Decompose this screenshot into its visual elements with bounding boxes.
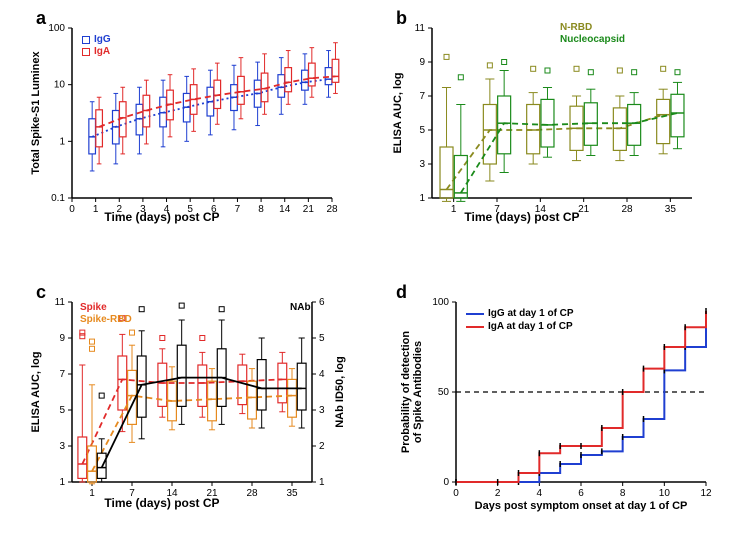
svg-text:7: 7 bbox=[59, 369, 65, 380]
svg-text:6: 6 bbox=[319, 297, 325, 308]
svg-text:1: 1 bbox=[59, 477, 65, 488]
panel-b-label: b bbox=[396, 8, 407, 29]
svg-text:2: 2 bbox=[319, 441, 325, 452]
panel-d-ylabel: Probability of detection of Spike Antibo… bbox=[400, 297, 424, 487]
svg-text:12: 12 bbox=[700, 488, 712, 499]
svg-text:4: 4 bbox=[537, 488, 543, 499]
panel-c-plot: 17142128351357911123456 bbox=[72, 302, 312, 482]
svg-text:3: 3 bbox=[319, 405, 325, 416]
svg-text:5: 5 bbox=[319, 333, 325, 344]
svg-text:11: 11 bbox=[415, 23, 426, 34]
svg-text:6: 6 bbox=[578, 488, 584, 499]
svg-text:50: 50 bbox=[438, 387, 450, 398]
svg-text:11: 11 bbox=[55, 297, 66, 308]
panel-b-ylabel: ELISA AUC, log bbox=[392, 28, 404, 198]
panel-b-plot: 17142128351357911 bbox=[432, 28, 692, 198]
svg-text:0: 0 bbox=[453, 488, 459, 499]
svg-text:9: 9 bbox=[59, 333, 65, 344]
svg-text:3: 3 bbox=[419, 159, 425, 170]
svg-text:28: 28 bbox=[621, 204, 633, 215]
panel-a-ylabel: Total Spike-S1 Luminex bbox=[30, 28, 42, 198]
svg-text:0: 0 bbox=[443, 477, 449, 488]
panel-c-xlabel: Time (days) post CP bbox=[62, 496, 262, 510]
legend-entry-igg-at-day-1-of-cp: IgG at day 1 of CP bbox=[466, 308, 574, 319]
legend-entry-spike: Spike bbox=[80, 302, 107, 313]
svg-text:14: 14 bbox=[279, 204, 291, 215]
svg-text:21: 21 bbox=[303, 204, 315, 215]
svg-text:28: 28 bbox=[326, 204, 338, 215]
legend-entry-iga-at-day-1-of-cp: IgA at day 1 of CP bbox=[466, 321, 573, 332]
panel-b-xlabel: Time (days) post CP bbox=[422, 210, 622, 224]
legend-entry-nab: NAb bbox=[290, 302, 311, 313]
legend-entry-iga: IgA bbox=[82, 46, 110, 57]
svg-text:1: 1 bbox=[419, 193, 425, 204]
svg-text:5: 5 bbox=[59, 405, 65, 416]
svg-text:3: 3 bbox=[59, 441, 65, 452]
svg-text:8: 8 bbox=[620, 488, 626, 499]
svg-text:1: 1 bbox=[59, 136, 65, 147]
svg-text:35: 35 bbox=[286, 488, 298, 499]
svg-text:5: 5 bbox=[419, 125, 425, 136]
panel-a-xlabel: Time (days) post CP bbox=[62, 210, 262, 224]
svg-text:9: 9 bbox=[419, 57, 425, 68]
panel-d-xlabel: Days post symptom onset at day 1 of CP bbox=[441, 500, 721, 512]
svg-text:4: 4 bbox=[319, 369, 325, 380]
svg-text:1: 1 bbox=[319, 477, 325, 488]
svg-text:10: 10 bbox=[54, 80, 66, 91]
panel-c-label: c bbox=[36, 282, 46, 303]
figure-root: a 0123456781421280.1110100 Time (days) p… bbox=[0, 0, 737, 555]
panel-c-ylabel2: NAb ID50, log bbox=[334, 302, 346, 482]
legend-entry-igg: IgG bbox=[82, 34, 111, 45]
svg-text:0.1: 0.1 bbox=[51, 193, 65, 204]
legend-entry-n-rbd: N-RBD bbox=[560, 22, 592, 33]
svg-text:10: 10 bbox=[659, 488, 671, 499]
legend-entry-spike-rbd: Spike-RBD bbox=[80, 314, 132, 325]
legend-entry-nucleocapsid: Nucleocapsid bbox=[560, 34, 625, 45]
svg-text:35: 35 bbox=[665, 204, 677, 215]
svg-text:2: 2 bbox=[495, 488, 501, 499]
svg-text:100: 100 bbox=[48, 23, 65, 34]
panel-a-label: a bbox=[36, 8, 46, 29]
svg-text:100: 100 bbox=[432, 297, 449, 308]
panel-a-plot: 0123456781421280.1110100 bbox=[72, 28, 332, 198]
panel-c-ylabel: ELISA AUC, log bbox=[30, 302, 42, 482]
svg-text:7: 7 bbox=[419, 91, 425, 102]
